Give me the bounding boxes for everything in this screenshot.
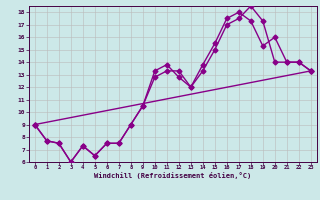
X-axis label: Windchill (Refroidissement éolien,°C): Windchill (Refroidissement éolien,°C) [94,172,252,179]
